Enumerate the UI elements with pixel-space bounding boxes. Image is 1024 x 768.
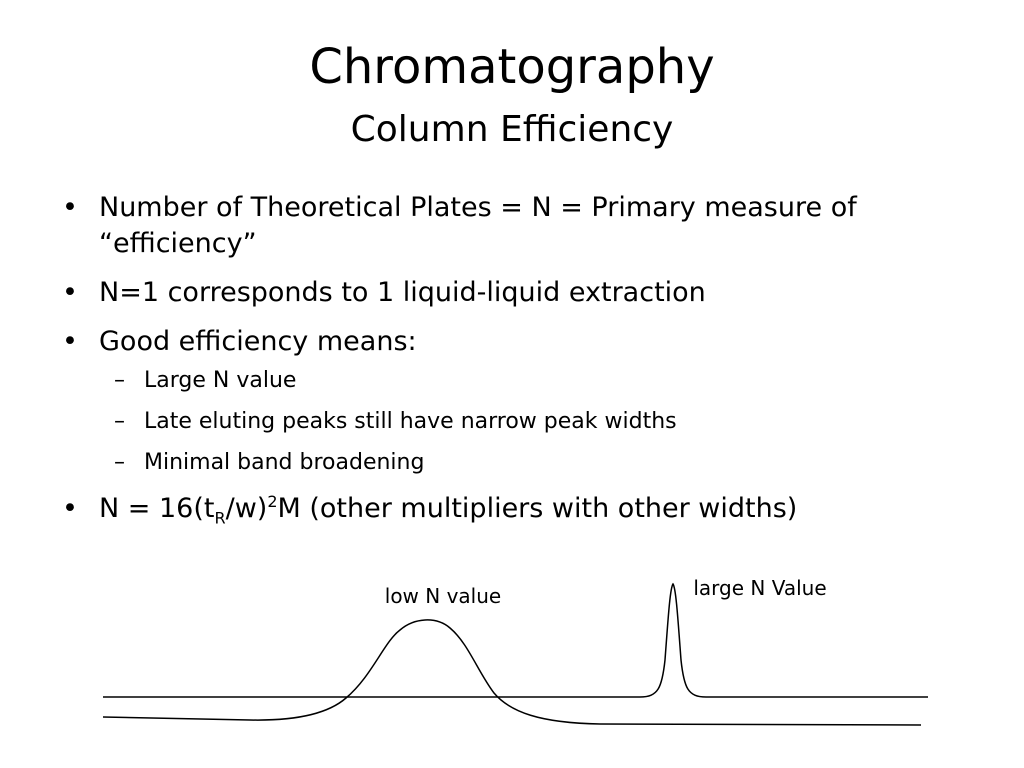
sub-bullet-dash: – bbox=[114, 450, 125, 475]
sub-bullet-list: – Large N value – Late eluting peaks sti… bbox=[99, 366, 962, 478]
sub-bullet-dash: – bbox=[114, 409, 125, 434]
bullet-text: Number of Theoretical Plates = N = Prima… bbox=[99, 192, 857, 259]
low-n-label: low N value bbox=[385, 584, 501, 608]
bullet-item: • N=1 corresponds to 1 liquid-liquid ext… bbox=[62, 275, 962, 311]
bullet-dot: • bbox=[62, 192, 78, 223]
bullet-item: • Good efficiency means: – Large N value… bbox=[62, 324, 962, 478]
narrow-peak-curve bbox=[103, 582, 928, 698]
sub-bullet-item: – Minimal band broadening bbox=[99, 448, 962, 478]
large-n-label: large N Value bbox=[693, 576, 826, 600]
slide-subtitle: Column Efficiency bbox=[350, 109, 674, 150]
slide-title: Chromatography bbox=[309, 39, 715, 95]
bullet-item: • Number of Theoretical Plates = N = Pri… bbox=[62, 190, 962, 262]
sub-bullet-text: Late eluting peaks still have narrow pea… bbox=[144, 409, 677, 434]
bullet-item: • N = 16(tR/w)2M (other multipliers with… bbox=[62, 491, 962, 527]
bullet-dot: • bbox=[62, 326, 78, 357]
bullet-text: Good efficiency means: bbox=[99, 326, 417, 357]
chromatogram-figure: low N value large N Value bbox=[102, 576, 928, 726]
sub-bullet-text: Large N value bbox=[144, 368, 297, 393]
equation-middle: /w) bbox=[225, 493, 268, 524]
sub-bullet-text: Minimal band broadening bbox=[144, 450, 425, 475]
equation-text: N = 16(tR/w)2M (other multipliers with o… bbox=[99, 492, 798, 528]
broad-peak-curve bbox=[102, 619, 922, 726]
sub-bullet-item: – Large N value bbox=[99, 366, 962, 396]
equation-subscript: R bbox=[214, 508, 226, 528]
equation-start: N = 16(t bbox=[99, 493, 215, 524]
bullet-dot: • bbox=[62, 493, 78, 524]
bullet-list: • Number of Theoretical Plates = N = Pri… bbox=[62, 190, 962, 540]
sub-bullet-dash: – bbox=[114, 368, 125, 393]
sub-bullet-item: – Late eluting peaks still have narrow p… bbox=[99, 407, 962, 437]
bullet-text: N=1 corresponds to 1 liquid-liquid extra… bbox=[99, 277, 706, 308]
bullet-dot: • bbox=[62, 277, 78, 308]
equation-tail: M (other multipliers with other widths) bbox=[277, 493, 798, 524]
equation-superscript: 2 bbox=[267, 492, 278, 511]
